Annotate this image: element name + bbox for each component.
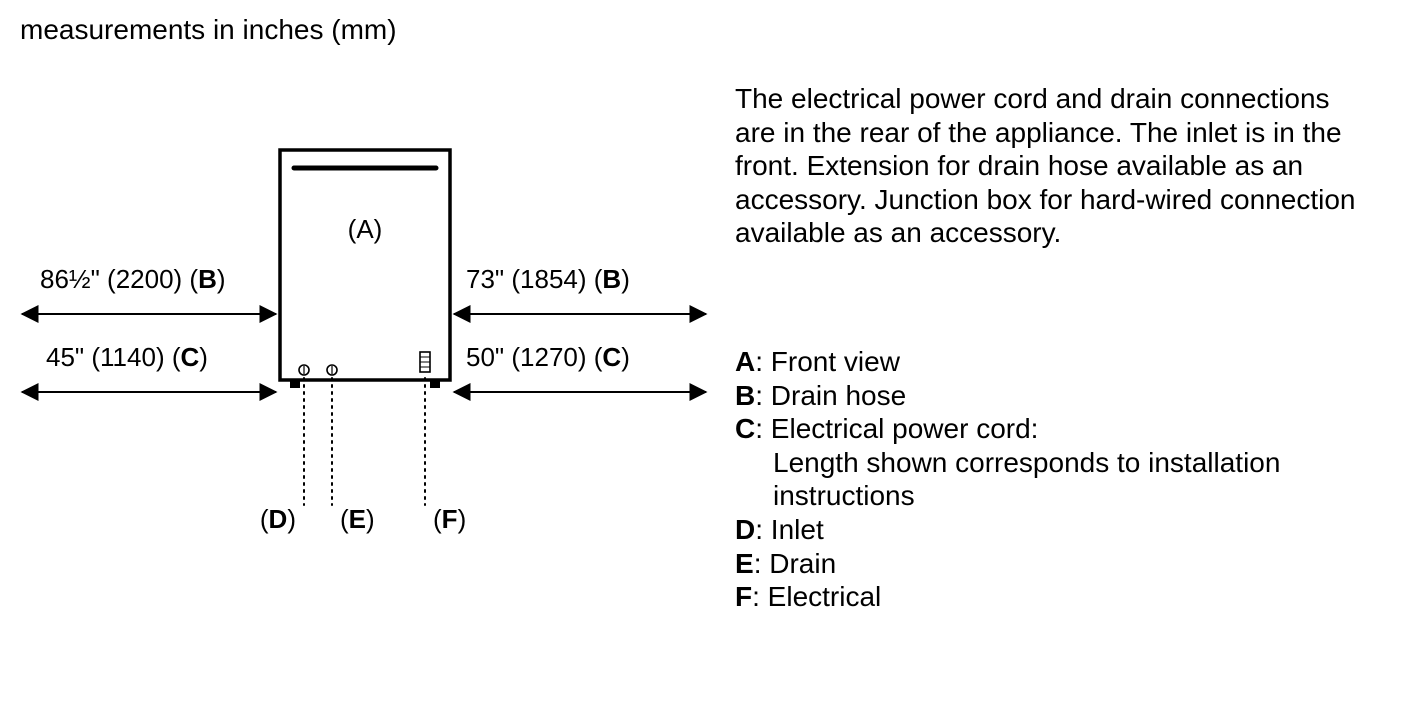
port-label-D: (D) (260, 504, 296, 534)
appliance-foot-left (290, 380, 300, 388)
legend-text-E: Drain (769, 548, 836, 579)
legend-row-C-sub: Length shown corresponds to installation… (735, 446, 1365, 513)
legend-row-D: D: Inlet (735, 513, 1365, 547)
legend-text-A: Front view (771, 346, 900, 377)
appliance-label-A: (A) (348, 214, 383, 244)
legend-key-B: B (735, 380, 755, 411)
legend-row-E: E: Drain (735, 547, 1365, 581)
port-label-F: (F) (433, 504, 466, 534)
port-electrical-icon (420, 352, 430, 372)
appliance-foot-right (430, 380, 440, 388)
legend-text-D: Inlet (771, 514, 824, 545)
units-title: measurements in inches (mm) (20, 14, 397, 46)
legend-key-C: C (735, 413, 755, 444)
legend-text-F: Electrical (768, 581, 882, 612)
legend-text-C: Electrical power cord: (771, 413, 1039, 444)
dim-label-left-B: 86½" (2200) (B) (40, 264, 226, 294)
dim-label-right-B: 73" (1854) (B) (466, 264, 630, 294)
legend-key-F: F (735, 581, 752, 612)
port-label-E: (E) (340, 504, 375, 534)
legend-row-A: A: Front view (735, 345, 1365, 379)
legend-key-E: E (735, 548, 754, 579)
appliance-diagram: (A) 86½" (2200) (B) 73" (1854) (B) 45" (… (0, 60, 720, 680)
legend-key-D: D (735, 514, 755, 545)
dim-label-right-C: 50" (1270) (C) (466, 342, 630, 372)
appliance-body (280, 150, 450, 380)
dim-label-left-C: 45" (1140) (C) (46, 342, 208, 372)
description-paragraph: The electrical power cord and drain conn… (735, 82, 1365, 250)
port-drain-icon (327, 365, 337, 375)
port-inlet-icon (299, 365, 309, 375)
legend-row-C: C: Electrical power cord: (735, 412, 1365, 446)
legend-block: A: Front view B: Drain hose C: Electrica… (735, 345, 1365, 614)
legend-text-B: Drain hose (771, 380, 906, 411)
legend-row-F: F: Electrical (735, 580, 1365, 614)
legend-key-A: A (735, 346, 755, 377)
legend-row-B: B: Drain hose (735, 379, 1365, 413)
